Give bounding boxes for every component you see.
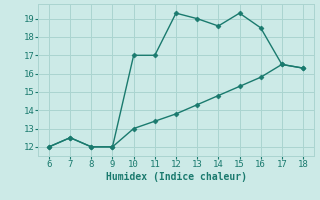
X-axis label: Humidex (Indice chaleur): Humidex (Indice chaleur)	[106, 172, 246, 182]
